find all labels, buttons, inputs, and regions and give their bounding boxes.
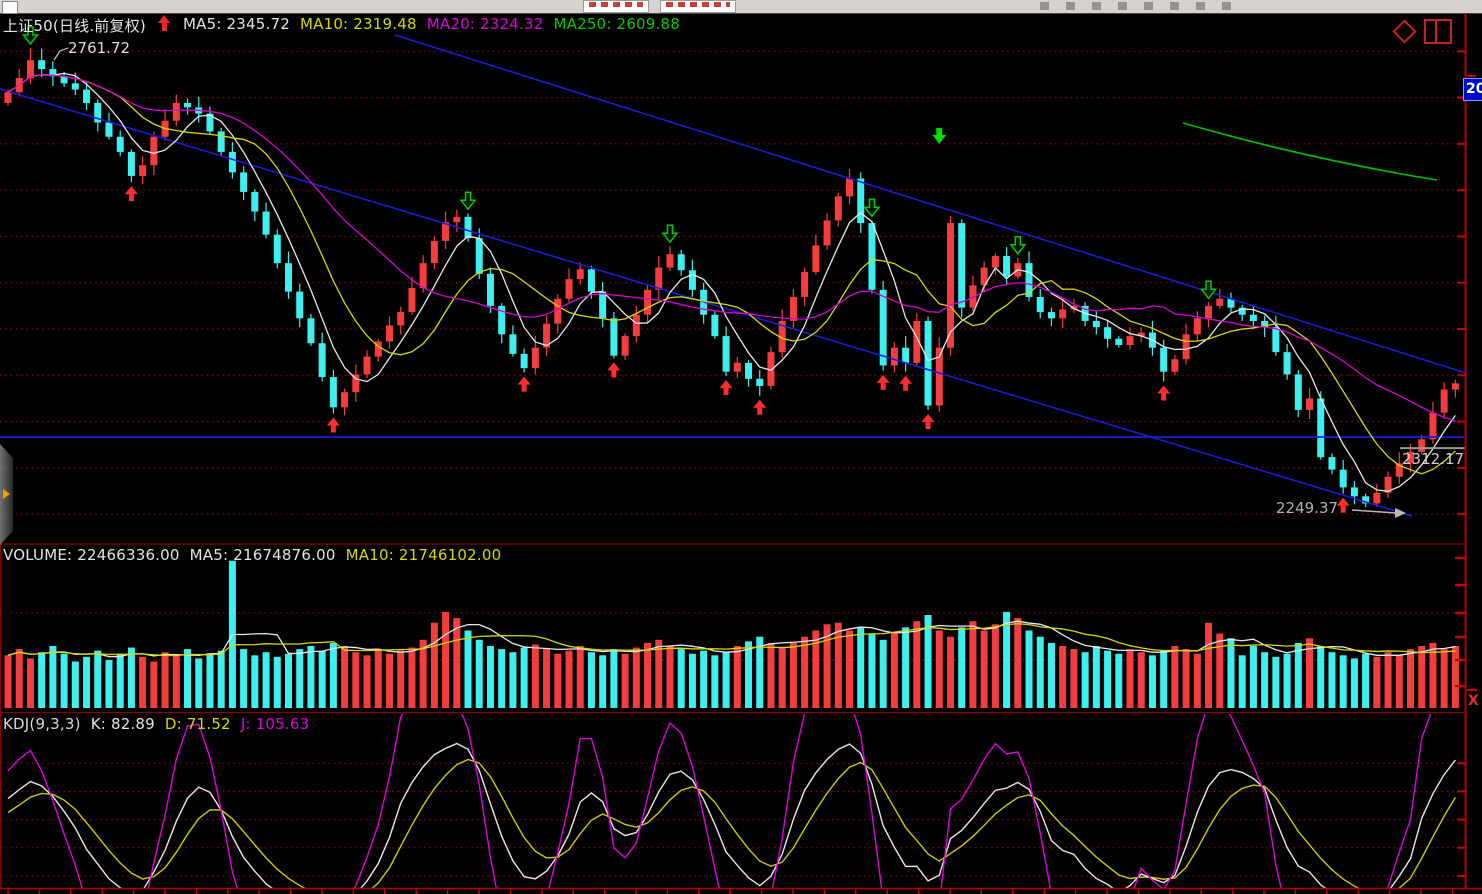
kdj-j-label: J: 105.63 [240, 715, 310, 733]
volume-ma5-line [7, 620, 1456, 658]
volume-legend: VOLUME: 22466336.00 MA5: 21674876.00 MA1… [3, 546, 501, 564]
signal-arrows [21, 26, 1350, 513]
right-axis-price-label: 20 [1463, 78, 1482, 101]
ma10-label: MA10: 2319.48 [299, 15, 417, 33]
main-legend: 上证50(日线.前复权) MA5: 2345.72 MA10: 2319.48 … [3, 15, 680, 36]
split-window-icon-bar [1435, 21, 1437, 42]
volume-label: VOLUME: 22466336.00 [3, 546, 180, 564]
channel-pointer-line [1351, 509, 1397, 514]
kdj-name-label: KDJ(9,3,3) [3, 715, 81, 733]
sell-arrow-icon [21, 26, 39, 46]
channel-low-annotation: 2249.37 [1276, 499, 1339, 517]
toolbar-button-2[interactable] [660, 0, 736, 13]
main-pane-canvas [0, 26, 1466, 518]
buy-arrow-icon [1336, 497, 1350, 513]
sell-arrow-icon [1200, 280, 1218, 300]
sidebar-slide-handle[interactable] [0, 444, 13, 545]
peak-price-annotation: 2761.72 [68, 39, 131, 57]
sell-arrow-icon [661, 224, 679, 244]
peak-pointer [53, 47, 69, 61]
toolbar [0, 0, 1482, 14]
ma5-line [7, 72, 1456, 492]
symbol-title: 上证50(日线.前复权) [3, 17, 146, 35]
volume-ma10-line [7, 623, 1456, 657]
buy-arrow-icon [899, 375, 913, 391]
candles-group [4, 48, 1459, 507]
buy-arrow-icon [607, 362, 621, 378]
kdj-d-label: D: 71.52 [164, 715, 231, 733]
up-arrow-icon [157, 15, 171, 31]
ma5-label: MA5: 2345.72 [182, 15, 290, 33]
sell-arrow-icon [863, 198, 881, 218]
kdj-k-line [7, 742, 1456, 888]
buy-arrow-icon [876, 374, 890, 390]
sell-arrow-icon [459, 191, 477, 211]
indicator-close-button[interactable]: X [1468, 693, 1479, 709]
buy-arrow-icon [517, 376, 531, 392]
buy-arrow-icon [326, 417, 340, 433]
volume-ma10-label: MA10: 21746102.00 [345, 546, 502, 564]
buy-arrow-icon [753, 399, 767, 415]
sell-solid-arrow-icon [932, 127, 947, 144]
last-price-annotation: 2312.17 [1402, 450, 1465, 468]
trendline [0, 88, 1413, 517]
split-window-icon[interactable] [1424, 19, 1452, 44]
toolbar-menu-remnant [1040, 2, 1240, 10]
kdj-d-line [7, 758, 1456, 888]
ma20-line [7, 74, 1456, 422]
channel-pointer-head [1395, 508, 1406, 518]
kdj-pane-canvas [0, 714, 1457, 888]
volume-pane-canvas [0, 560, 1459, 708]
ma250-label: MA250: 2609.88 [553, 15, 680, 33]
expand-arrow-icon [3, 489, 10, 499]
ma20-label: MA20: 2324.32 [426, 15, 544, 33]
ma250-line [1182, 122, 1438, 181]
buy-arrow-icon [1157, 385, 1171, 401]
kdj-legend: KDJ(9,3,3) K: 82.89 D: 71.52 J: 105.63 [3, 715, 309, 733]
sell-arrow-icon [1009, 236, 1027, 256]
buy-arrow-icon [921, 413, 935, 429]
volume-ma5-label: MA5: 21674876.00 [189, 546, 336, 564]
axis-layer [0, 14, 1482, 894]
ma10-line [7, 74, 1456, 475]
buy-arrow-icon [124, 186, 138, 202]
kdj-k-label: K: 82.89 [90, 715, 155, 733]
buy-arrow-icon [719, 380, 733, 396]
toolbar-left-square[interactable] [2, 1, 18, 14]
toolbar-button-1[interactable] [583, 0, 649, 13]
trendline [394, 34, 1466, 374]
